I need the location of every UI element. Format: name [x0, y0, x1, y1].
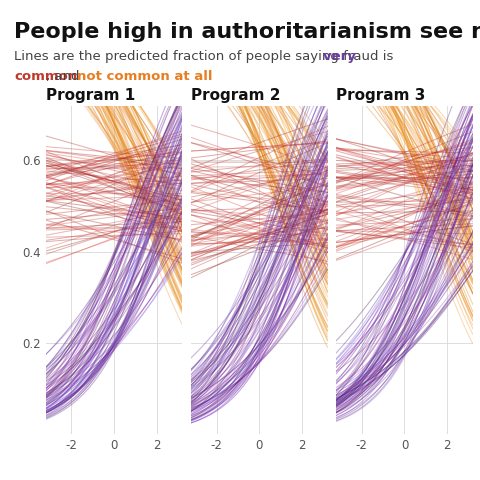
Text: very: very	[323, 50, 360, 63]
Text: Lines are the predicted fraction of people saying fraud is: Lines are the predicted fraction of peop…	[14, 50, 398, 63]
Text: Program 1: Program 1	[46, 88, 135, 103]
Text: People high in authoritarianism see more fra: People high in authoritarianism see more…	[14, 22, 480, 42]
Text: common: common	[14, 70, 78, 83]
Text: , and: , and	[46, 70, 84, 83]
Text: not common at all: not common at all	[77, 70, 213, 83]
Text: Program 2: Program 2	[191, 88, 280, 103]
Text: Program 3: Program 3	[336, 88, 426, 103]
